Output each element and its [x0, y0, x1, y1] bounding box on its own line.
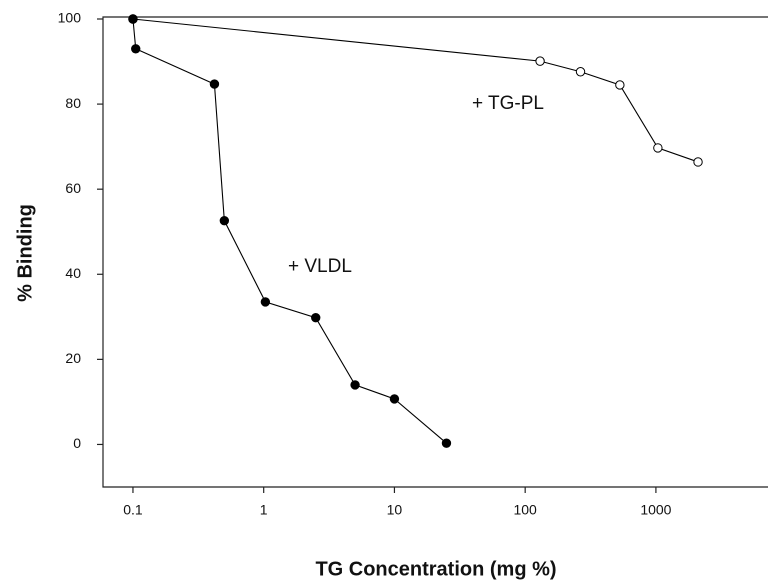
y-tick-label: 60 — [65, 180, 81, 196]
y-tick-label: 40 — [65, 265, 81, 281]
x-tick-label: 10 — [387, 502, 403, 518]
data-point — [128, 14, 138, 24]
data-point — [653, 143, 663, 153]
data-point — [575, 67, 586, 77]
data-point — [131, 44, 141, 54]
data-point — [219, 215, 230, 226]
annotation: + VLDL — [288, 256, 352, 277]
y-tick-label: 0 — [73, 435, 81, 451]
axis-frame — [102, 16, 768, 488]
x-tick-label: 1000 — [640, 502, 671, 518]
series-line — [132, 18, 447, 444]
x-axis-label: TG Concentration (mg %) — [315, 558, 556, 580]
data-point — [615, 80, 625, 90]
data-point — [441, 438, 452, 448]
data-point — [693, 157, 703, 167]
series-line — [132, 18, 699, 163]
data-point — [389, 394, 400, 404]
data-point — [535, 56, 545, 66]
x-tick-label: 100 — [513, 502, 537, 518]
x-tick-label: 1 — [260, 502, 268, 518]
data-point — [209, 79, 220, 89]
y-tick-label: 100 — [58, 10, 82, 26]
annotation: + TG-PL — [472, 93, 544, 114]
data-point — [311, 312, 321, 323]
x-tick-label: 0.1 — [123, 502, 143, 518]
y-tick-label: 80 — [65, 95, 81, 111]
data-point — [260, 297, 271, 307]
data-point — [350, 380, 360, 390]
y-axis-label: % Binding — [14, 204, 36, 302]
y-tick-label: 20 — [65, 350, 81, 366]
